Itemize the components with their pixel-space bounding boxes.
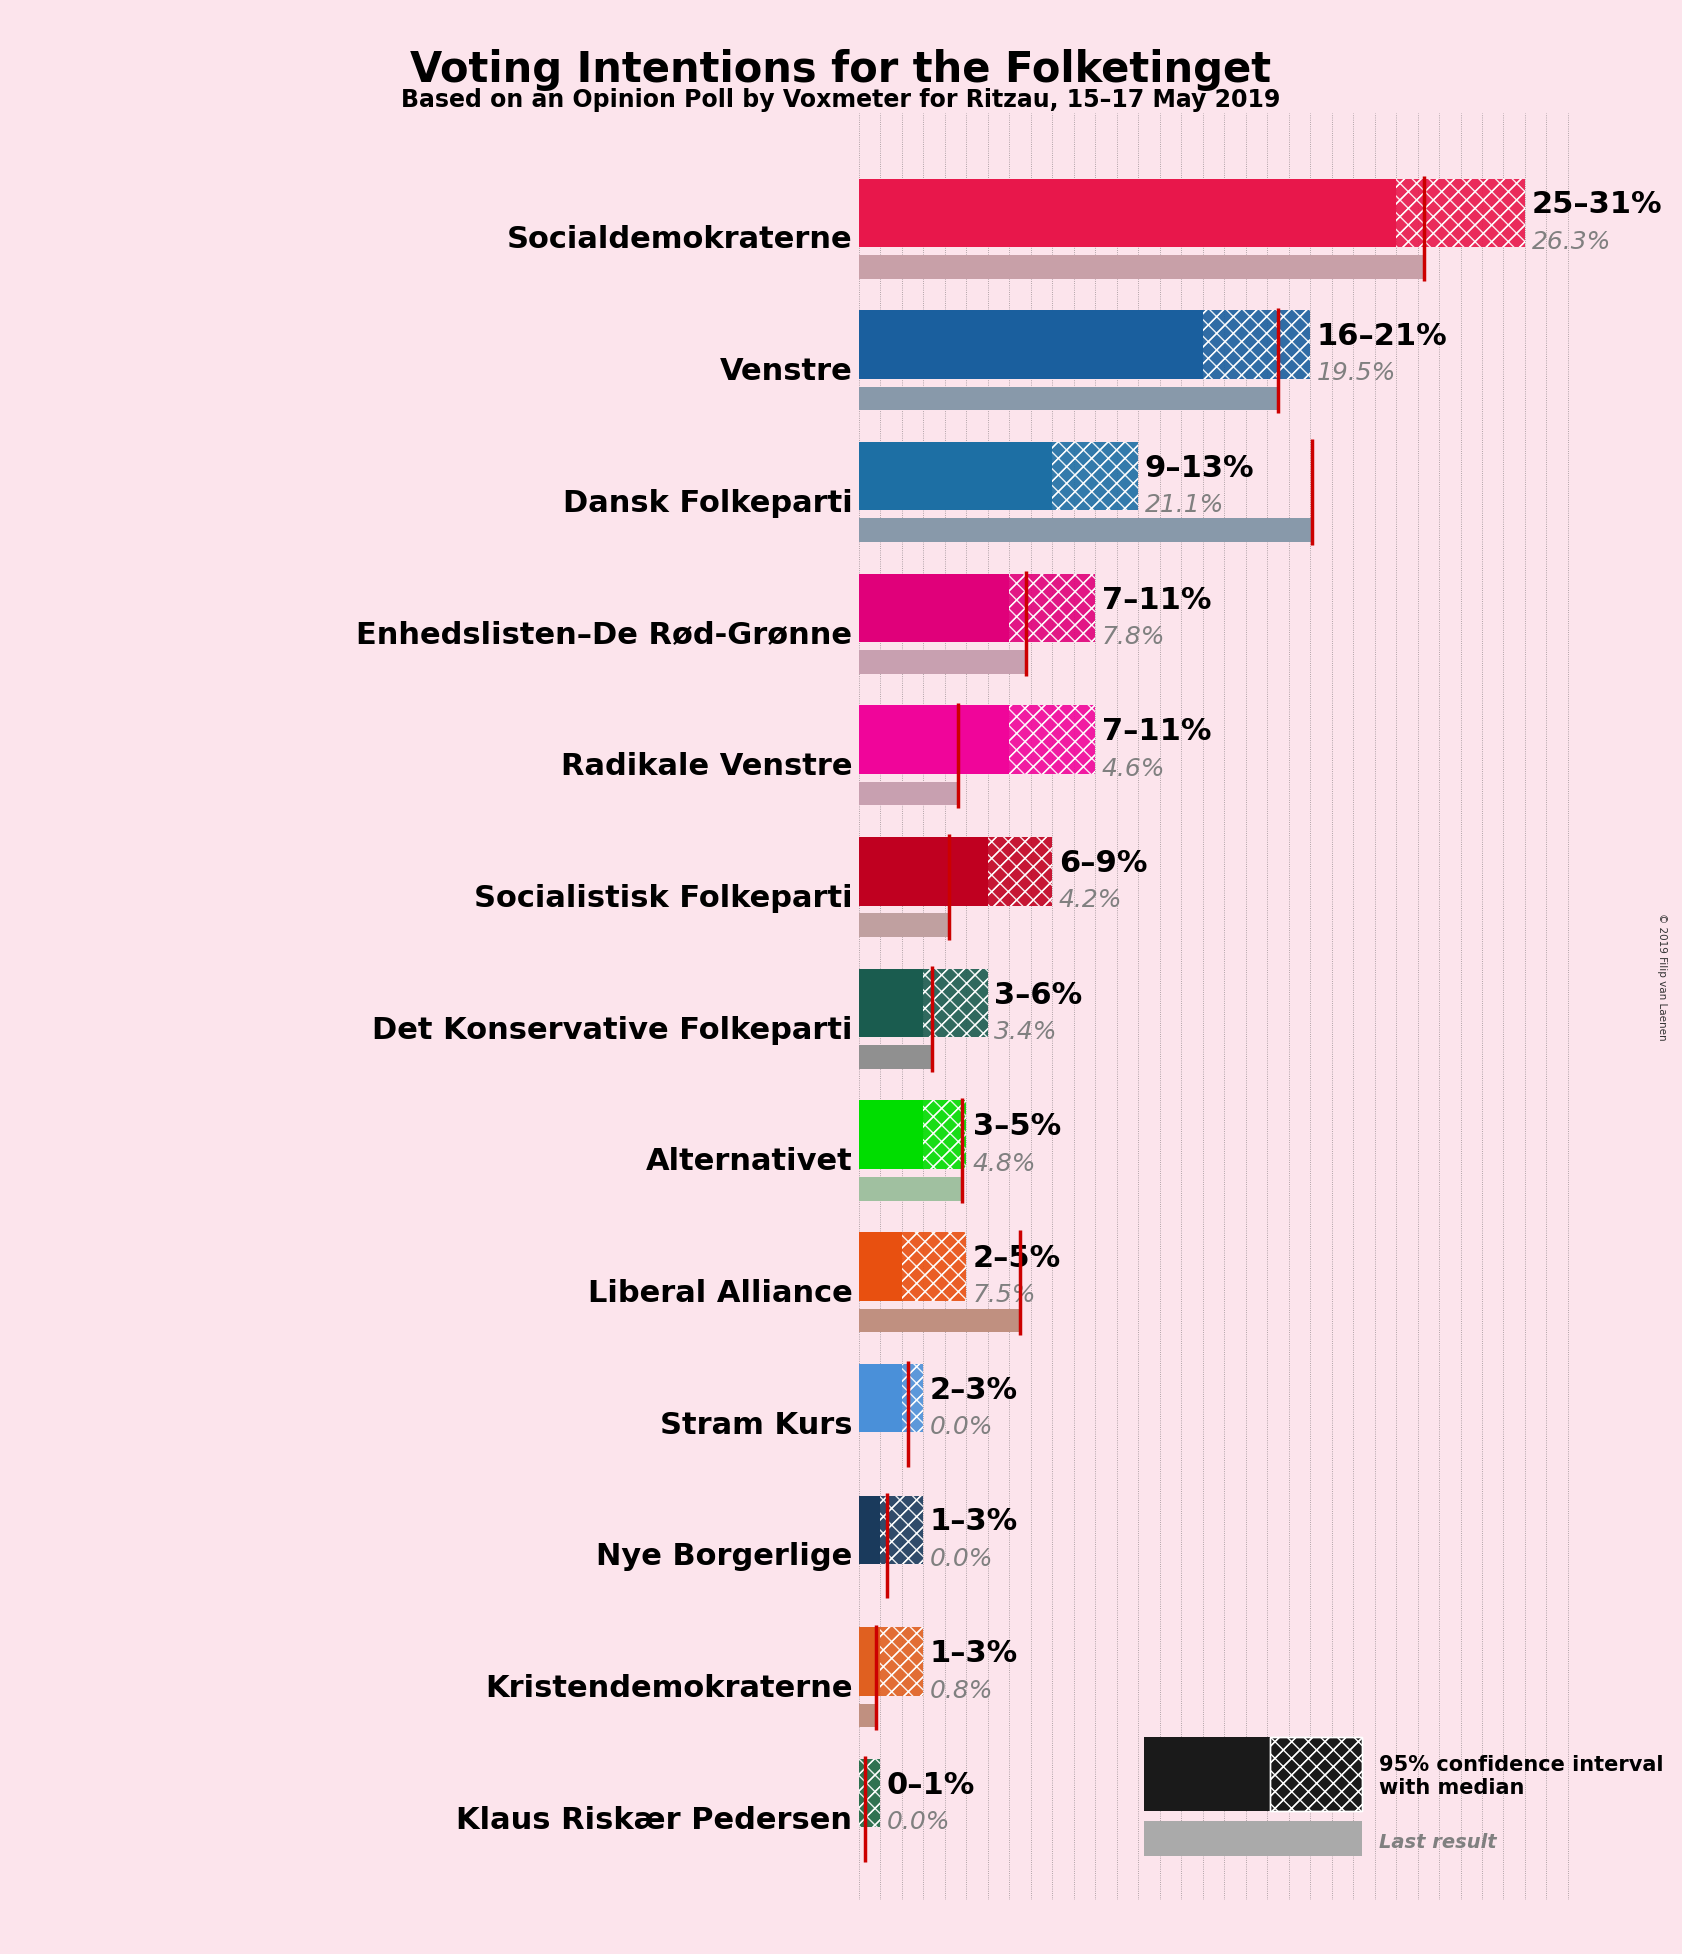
Text: Dansk Folkeparti: Dansk Folkeparti — [563, 488, 853, 518]
Text: 0.8%: 0.8% — [930, 1678, 994, 1702]
Bar — [923, 1100, 967, 1168]
Text: Liberal Alliance: Liberal Alliance — [587, 1280, 853, 1307]
Text: Det Konservative Folkeparti: Det Konservative Folkeparti — [372, 1016, 853, 1045]
Bar — [1009, 705, 1095, 774]
Text: Nye Borgerlige: Nye Borgerlige — [595, 1542, 853, 1571]
Bar — [902, 1233, 967, 1301]
Bar — [860, 518, 1312, 541]
Bar — [860, 1628, 880, 1696]
Text: Alternativet: Alternativet — [646, 1147, 853, 1176]
Bar — [880, 1628, 923, 1696]
Bar — [860, 311, 1203, 379]
Bar — [902, 1364, 923, 1432]
Bar — [1009, 574, 1095, 643]
Text: Klaus Riskær Pedersen: Klaus Riskær Pedersen — [456, 1805, 853, 1835]
Text: 21.1%: 21.1% — [1145, 492, 1224, 518]
Bar — [860, 651, 1026, 674]
Bar — [860, 1704, 876, 1727]
Bar — [880, 1628, 923, 1696]
Text: Kristendemokraterne: Kristendemokraterne — [484, 1675, 853, 1704]
Bar — [860, 1309, 1019, 1333]
Text: 3–5%: 3–5% — [972, 1112, 1061, 1141]
Text: 2–5%: 2–5% — [972, 1245, 1061, 1272]
Text: 7.5%: 7.5% — [972, 1284, 1036, 1307]
Text: 0.0%: 0.0% — [930, 1548, 994, 1571]
Text: Socialistisk Folkeparti: Socialistisk Folkeparti — [474, 883, 853, 913]
Text: Last result: Last result — [1379, 1833, 1497, 1852]
Bar — [860, 836, 987, 905]
Bar — [860, 1759, 880, 1827]
Bar — [860, 705, 1009, 774]
Bar — [880, 1495, 923, 1563]
Bar — [923, 969, 987, 1038]
Text: Based on an Opinion Poll by Voxmeter for Ritzau, 15–17 May 2019: Based on an Opinion Poll by Voxmeter for… — [402, 88, 1280, 111]
Text: 16–21%: 16–21% — [1317, 322, 1447, 352]
Bar — [860, 442, 1053, 510]
Bar — [860, 254, 1425, 279]
Text: 1–3%: 1–3% — [930, 1639, 1018, 1669]
Bar — [1203, 311, 1310, 379]
Text: Venstre: Venstre — [720, 358, 853, 387]
Text: 19.5%: 19.5% — [1317, 361, 1396, 385]
Bar — [902, 1364, 923, 1432]
Bar — [860, 1759, 880, 1827]
Bar — [923, 1100, 967, 1168]
Bar — [923, 969, 987, 1038]
Bar — [1396, 178, 1526, 246]
Text: 4.6%: 4.6% — [1102, 756, 1166, 780]
Bar — [860, 1176, 962, 1200]
Text: Enhedslisten–De Rød-Grønne: Enhedslisten–De Rød-Grønne — [357, 621, 853, 649]
Text: Stram Kurs: Stram Kurs — [659, 1411, 853, 1440]
Text: 9–13%: 9–13% — [1145, 453, 1255, 483]
Text: 7.8%: 7.8% — [1102, 625, 1166, 649]
Text: 4.2%: 4.2% — [1058, 889, 1122, 913]
Bar — [1009, 705, 1095, 774]
Bar — [987, 836, 1053, 905]
Text: 6–9%: 6–9% — [1058, 848, 1147, 877]
Text: © 2019 Filip van Laenen: © 2019 Filip van Laenen — [1657, 913, 1667, 1041]
Bar — [860, 969, 923, 1038]
Text: Radikale Venstre: Radikale Venstre — [562, 752, 853, 782]
Bar — [860, 178, 1396, 246]
Bar — [860, 1495, 880, 1563]
Bar — [860, 913, 949, 938]
Text: Socialdemokraterne: Socialdemokraterne — [506, 225, 853, 254]
Bar — [1053, 442, 1139, 510]
Text: 3.4%: 3.4% — [994, 1020, 1058, 1043]
Text: 0–1%: 0–1% — [886, 1770, 976, 1800]
Bar — [860, 1100, 923, 1168]
Text: Voting Intentions for the Folketinget: Voting Intentions for the Folketinget — [410, 49, 1272, 90]
Text: 26.3%: 26.3% — [1531, 231, 1611, 254]
Bar — [1009, 574, 1095, 643]
Text: 4.8%: 4.8% — [972, 1151, 1036, 1176]
Bar — [860, 1045, 932, 1069]
Text: 1–3%: 1–3% — [930, 1507, 1018, 1536]
Bar — [1396, 178, 1526, 246]
Text: 7–11%: 7–11% — [1102, 717, 1211, 746]
Bar — [1203, 311, 1310, 379]
Bar — [880, 1495, 923, 1563]
Text: 3–6%: 3–6% — [994, 981, 1083, 1010]
Bar — [1053, 442, 1139, 510]
Text: 25–31%: 25–31% — [1531, 190, 1662, 219]
Bar — [860, 782, 957, 805]
Text: 0.0%: 0.0% — [886, 1809, 950, 1835]
Bar — [987, 836, 1053, 905]
Text: 0.0%: 0.0% — [930, 1415, 994, 1438]
Text: 2–3%: 2–3% — [930, 1376, 1018, 1405]
Bar — [860, 1364, 902, 1432]
Bar — [902, 1233, 967, 1301]
Bar — [860, 574, 1009, 643]
Bar — [860, 387, 1278, 410]
Text: 7–11%: 7–11% — [1102, 586, 1211, 614]
Bar — [860, 1233, 902, 1301]
Text: 95% confidence interval
with median: 95% confidence interval with median — [1379, 1755, 1663, 1798]
